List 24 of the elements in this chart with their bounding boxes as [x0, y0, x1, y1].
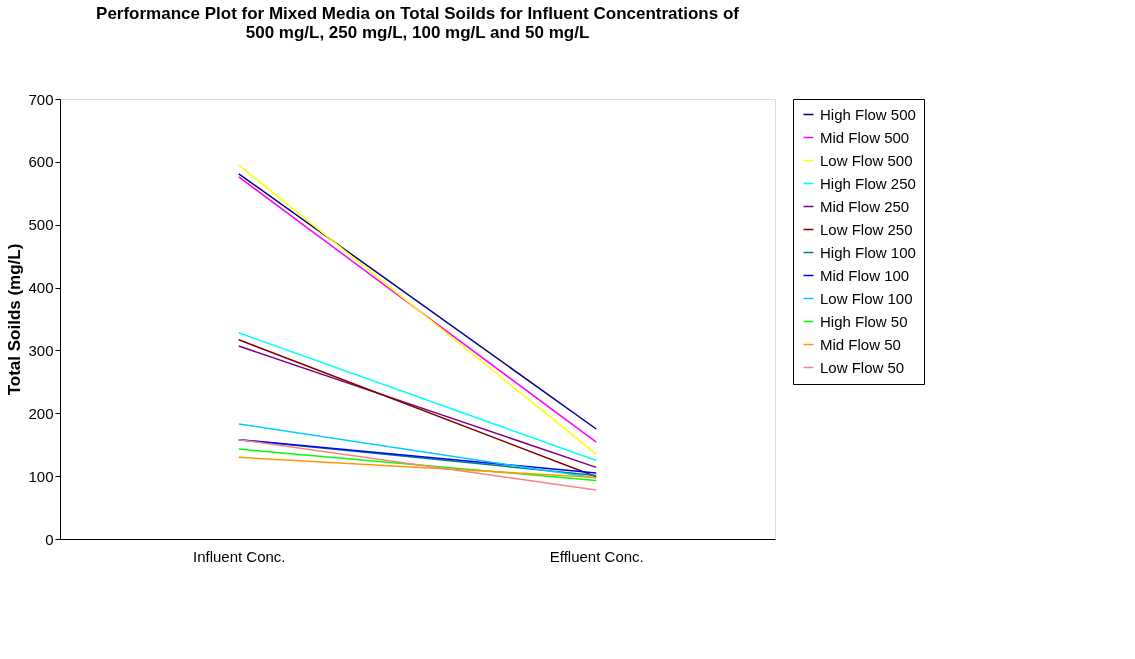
y-tick-label: 300: [28, 341, 54, 359]
legend-label: Mid Flow 250: [820, 197, 910, 215]
chart-title: Performance Plot for Mixed Media on Total Soilds for Influent Concentrations of 500 mg/L, 250 mg/L, 100 mg/L and 50 mg/L: [96, 4, 740, 42]
y-tick-label: 500: [28, 216, 54, 234]
x-tick-label: Effluent Conc.: [549, 547, 644, 565]
legend-label: Low Flow 100: [820, 289, 913, 307]
y-tick-label: 600: [28, 153, 54, 171]
legend-label: High Flow 250: [820, 174, 916, 192]
legend-label: High Flow 50: [820, 312, 908, 330]
y-tick-label: 700: [28, 90, 54, 108]
legend-label: Low Flow 50: [820, 358, 905, 376]
legend-label: High Flow 500: [820, 105, 916, 123]
legend-label: Mid Flow 100: [820, 266, 910, 284]
x-tick-label: Influent Conc.: [192, 547, 286, 565]
y-tick-label: 200: [28, 404, 54, 422]
y-tick-label: 400: [28, 279, 54, 297]
legend-label: High Flow 100: [820, 243, 916, 261]
legend-label: Mid Flow 50: [820, 335, 901, 353]
y-axis-title: Total Soilds (mg/L): [5, 243, 25, 396]
legend-label: Low Flow 500: [820, 151, 913, 169]
y-tick-label: 100: [28, 467, 54, 485]
legend-label: Mid Flow 500: [820, 128, 910, 146]
legend-label: Low Flow 250: [820, 220, 913, 238]
y-tick-label: 0: [45, 530, 54, 548]
